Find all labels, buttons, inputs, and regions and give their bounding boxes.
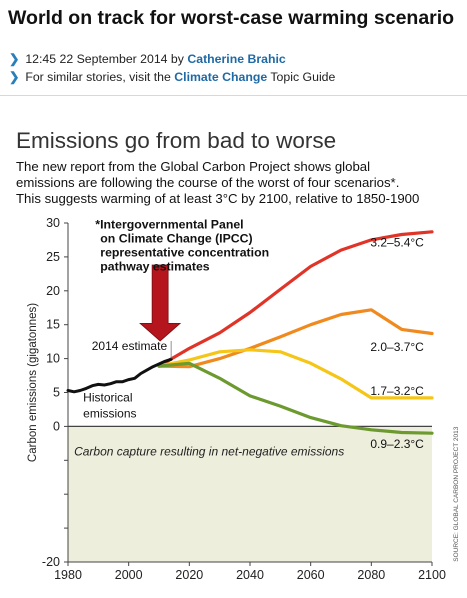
x-tick-label: 2060 [297, 568, 325, 582]
chart-subtitle-line-2: emissions are following the course of th… [16, 175, 399, 190]
x-tick-label: 1980 [54, 568, 82, 582]
y-tick-label: 20 [46, 284, 60, 298]
y-tick-label: 5 [53, 386, 60, 400]
ipcc-note-line-3: representative concentration [100, 245, 269, 259]
y-axis-label: Carbon emissions (gigatonnes) [27, 303, 39, 462]
negative-emissions-band [68, 426, 432, 562]
x-tick-label: 2100 [418, 568, 446, 582]
y-tick-label: 0 [53, 419, 60, 433]
negative-emissions-caption: Carbon capture resulting in net-negative… [74, 445, 344, 459]
x-tick-label: 2080 [357, 568, 385, 582]
chevron-right-icon: ❯ [9, 52, 20, 66]
source-credit: SOURCE: GLOBAL CARBON PROJECT 2013 [453, 426, 460, 561]
author-link[interactable]: Catherine Brahic [187, 52, 286, 66]
chevron-right-icon: ❯ [9, 70, 20, 84]
ipcc-note-line-2: on Climate Change (IPCC) [100, 231, 252, 245]
series-line [157, 230, 434, 368]
emissions-chart: Emissions go from bad to worse The new r… [16, 128, 460, 582]
chart-subtitle-line-1: The new report from the Global Carbon Pr… [16, 159, 370, 174]
series-line [157, 361, 434, 435]
topic-guide-line: ❯ For similar stories, visit the Climate … [9, 70, 335, 84]
estimate-2014-label: 2014 estimate [92, 339, 168, 353]
byline-date: 12:45 22 September 2014 by [25, 52, 188, 66]
down-arrow-icon [139, 264, 182, 342]
ipcc-note-line-1: *Intergovernmental Panel [95, 217, 243, 231]
byline: ❯ 12:45 22 September 2014 by Catherine Br… [9, 52, 286, 66]
series-line [157, 308, 434, 369]
y-tick-label: 25 [46, 250, 60, 264]
x-tick-label: 2020 [175, 568, 203, 582]
series-label: 2.0–3.7°C [370, 340, 424, 354]
plot-area: -20 0 5 10 15 20 25 30 1980 2000 2020 2040 2060 2080 2… [27, 216, 460, 582]
x-tick-label: 2000 [115, 568, 143, 582]
series-line [157, 348, 434, 400]
topic-link[interactable]: Climate Change [174, 70, 268, 84]
article-headline: World on track for worst-case warming sc… [8, 7, 455, 29]
historical-label-line-2: emissions [83, 407, 136, 421]
y-tick-label: 15 [46, 318, 60, 332]
series-label: 1.7–3.2°C [370, 384, 424, 398]
chart-title: Emissions go from bad to worse [16, 128, 336, 153]
series-label: 0.9–2.3°C [370, 437, 424, 451]
historical-label-line-1: Historical [83, 390, 132, 404]
chart-subtitle-line-3: This suggests warming of at least 3°C by… [16, 191, 419, 206]
topic-suffix: Topic Guide [267, 70, 336, 84]
series-label: 3.2–5.4°C [370, 236, 424, 250]
x-tick-label: 2040 [236, 568, 264, 582]
y-tick-label: 30 [46, 216, 60, 230]
historical-line [66, 357, 173, 394]
y-tick-label: -20 [42, 555, 60, 569]
ipcc-note-line-4: pathway estimates [100, 259, 210, 273]
topic-prefix: For similar stories, visit the [25, 70, 175, 84]
y-tick-label: 10 [46, 352, 60, 366]
divider [0, 95, 467, 96]
